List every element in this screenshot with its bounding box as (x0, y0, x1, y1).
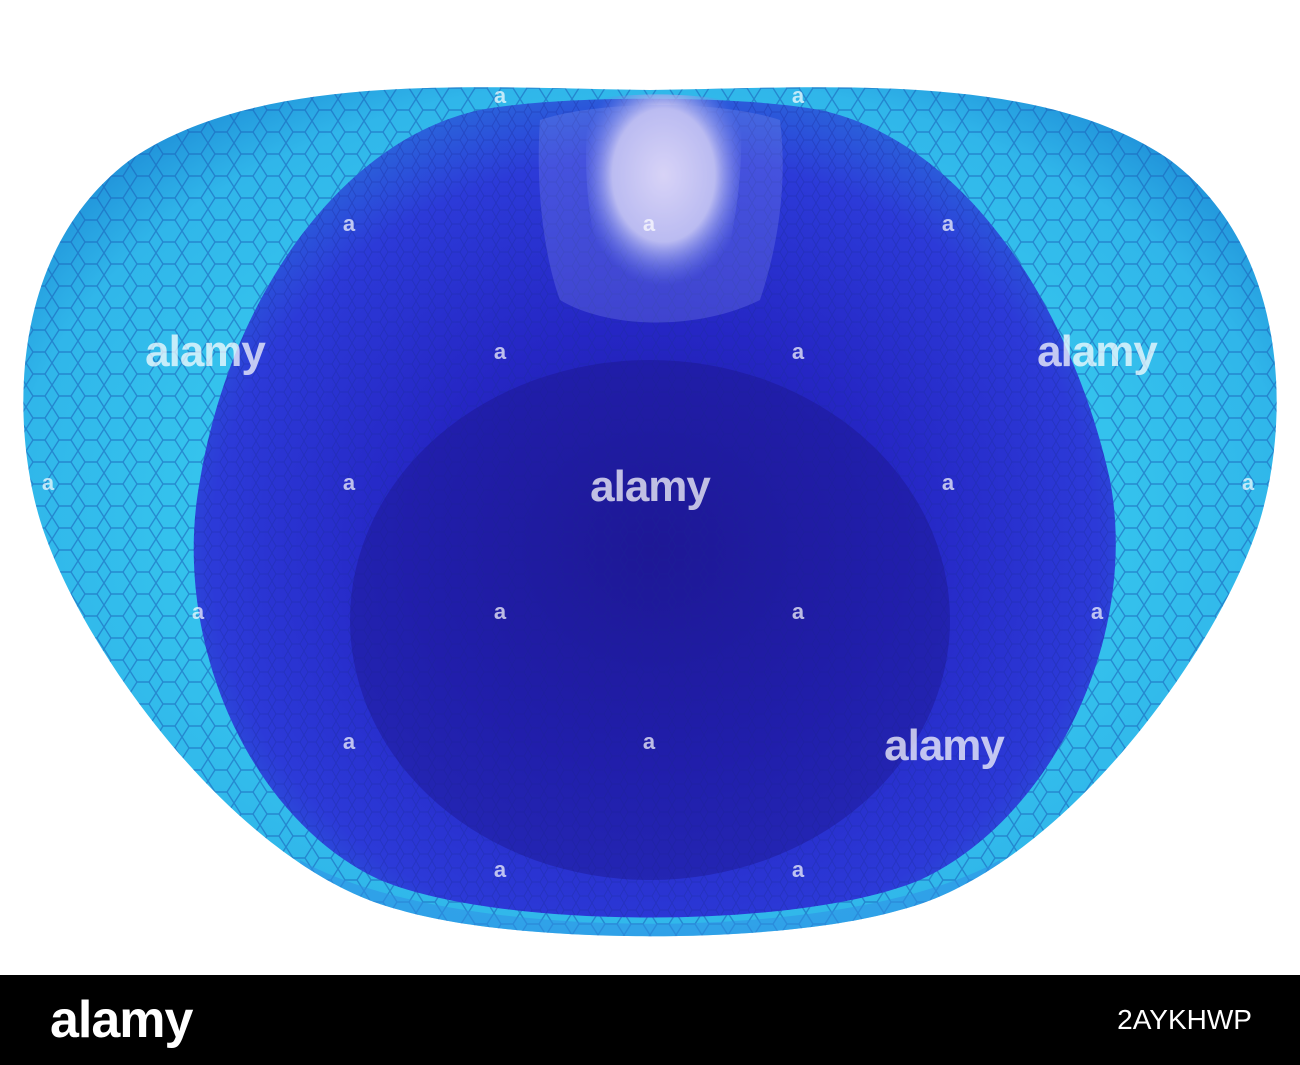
watermark-marker: a (1090, 599, 1104, 624)
watermark-marker: a (493, 857, 507, 882)
watermark-marker: a (791, 857, 805, 882)
watermark-marker: a (342, 211, 356, 236)
alamy-logo: alamy (50, 991, 193, 1049)
watermark-marker: a (342, 729, 356, 754)
watermark-marker: a (493, 599, 507, 624)
specimen-micrograph (23, 87, 1277, 937)
watermark: alamy (884, 721, 1005, 770)
watermark-marker: a (493, 339, 507, 364)
watermark-marker: a (791, 83, 805, 108)
watermark-marker: a (642, 211, 656, 236)
watermark-marker: a (941, 211, 955, 236)
watermark-marker: a (41, 470, 55, 495)
watermark-marker: a (342, 470, 356, 495)
footer-bar: alamy 2AYKHWP (0, 975, 1300, 1065)
photo-area: alamy alamy alamy alamy a a a a a a a a … (23, 83, 1277, 937)
watermark-marker: a (791, 599, 805, 624)
watermark: alamy (590, 462, 711, 511)
watermark-marker: a (191, 599, 205, 624)
watermark: alamy (1037, 327, 1158, 376)
specimen-core (350, 360, 950, 880)
specimen-top-highlight (585, 94, 742, 297)
watermark-marker: a (493, 83, 507, 108)
watermark: alamy (145, 327, 266, 376)
watermark-marker: a (642, 729, 656, 754)
image-id: 2AYKHWP (1117, 1004, 1252, 1035)
watermark-marker: a (791, 339, 805, 364)
watermark-marker: a (1241, 470, 1255, 495)
watermark-marker: a (941, 470, 955, 495)
